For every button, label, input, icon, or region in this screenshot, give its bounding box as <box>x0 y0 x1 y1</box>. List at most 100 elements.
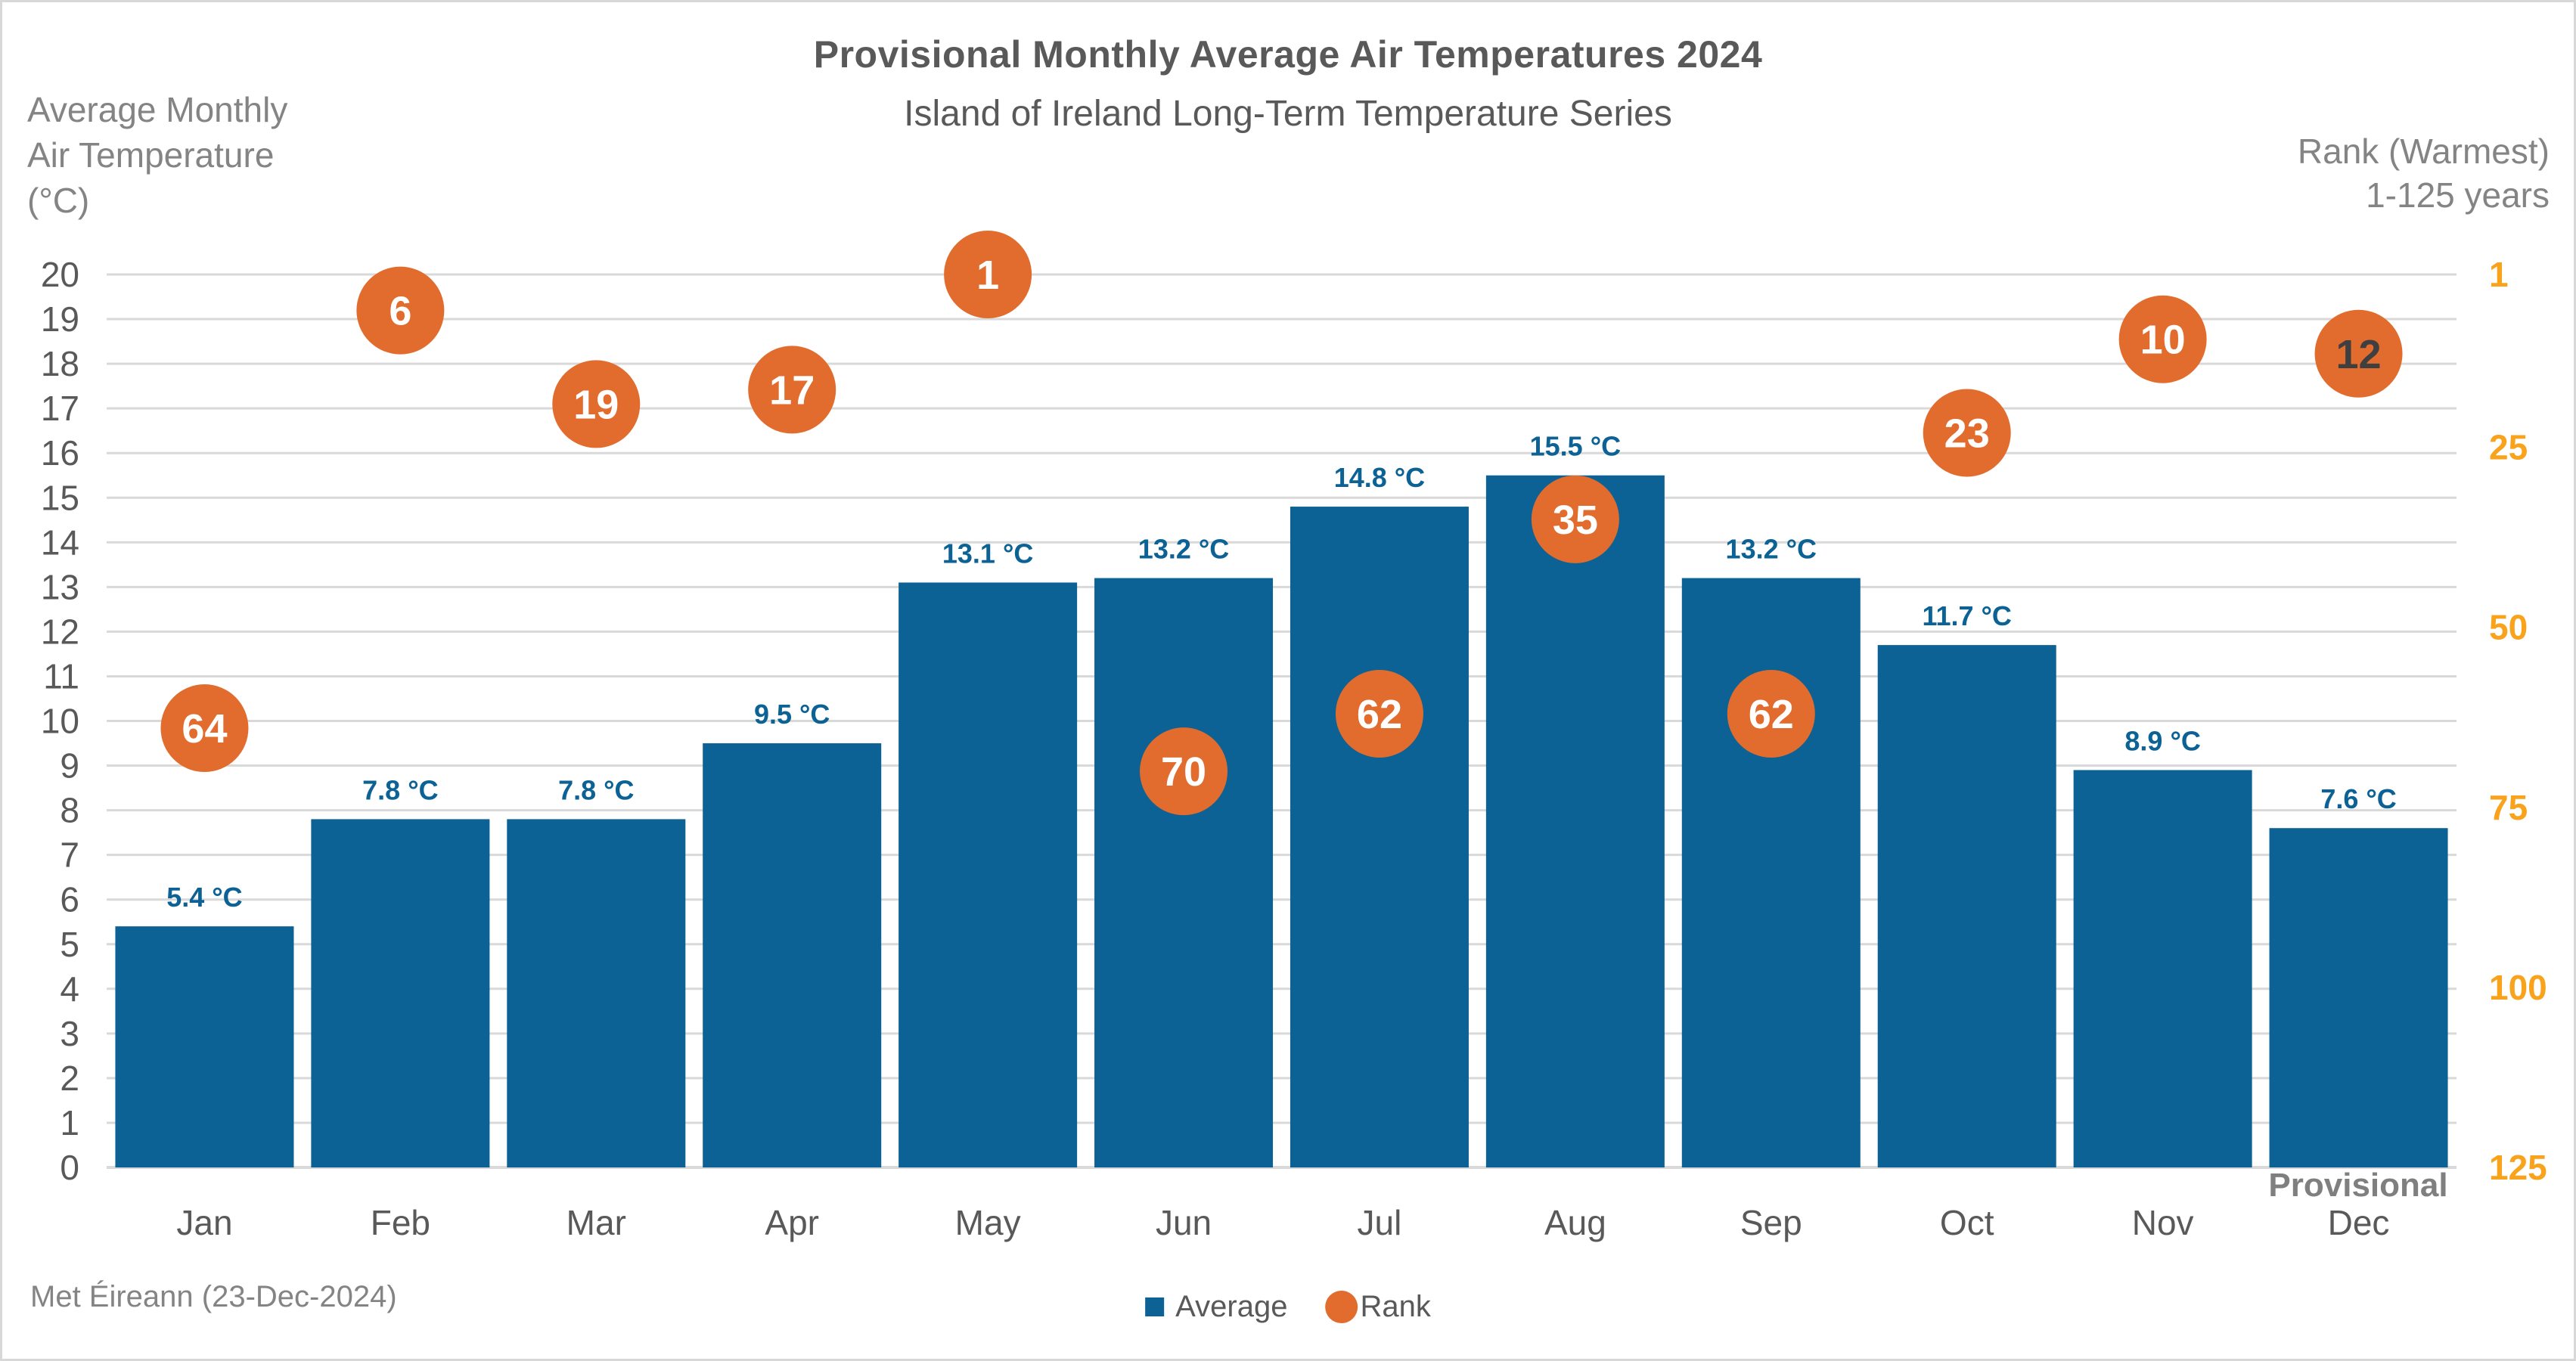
y-right-tick-1: 1 <box>2489 255 2509 294</box>
x-tick-nov: Nov <box>2132 1203 2194 1242</box>
y-left-tick-20: 20 <box>41 255 79 294</box>
y-left-tick-1: 1 <box>60 1103 79 1142</box>
y-left-tick-8: 8 <box>60 791 79 830</box>
right-axis-title-line2: 1-125 years <box>2366 175 2550 215</box>
y-left-tick-9: 9 <box>60 746 79 786</box>
legend-rank-label: Rank <box>1360 1290 1431 1323</box>
legend-average-marker <box>1145 1297 1165 1316</box>
y-left-tick-7: 7 <box>60 836 79 875</box>
y-right-tick-75: 75 <box>2489 788 2528 827</box>
x-tick-jun: Jun <box>1156 1203 1212 1242</box>
y-left-tick-16: 16 <box>41 433 79 473</box>
y-left-tick-18: 18 <box>41 344 79 383</box>
x-tick-dec: Dec <box>2328 1203 2390 1242</box>
value-label-may: 13.1 °C <box>942 538 1033 569</box>
y-left-tick-10: 10 <box>41 702 79 741</box>
rank-marker-sep <box>1727 669 1815 758</box>
right-axis-title-line1: Rank (Warmest) <box>2297 132 2550 171</box>
chart-subtitle: Island of Ireland Long-Term Temperature … <box>904 94 1672 134</box>
rank-marker-jul <box>1335 669 1423 758</box>
rank-value-mar: 19 <box>573 382 619 427</box>
x-tick-may: May <box>955 1203 1021 1242</box>
x-tick-jan: Jan <box>176 1203 232 1242</box>
legend: Average Rank <box>1145 1290 1431 1324</box>
rank-value-nov: 10 <box>2140 318 2186 363</box>
left-axis-title-line3: (°C) <box>27 181 90 220</box>
rank-value-aug: 35 <box>1553 498 1598 543</box>
rank-value-sep: 62 <box>1749 692 1794 737</box>
y-left-tick-11: 11 <box>43 656 79 696</box>
rank-marker-oct <box>1923 389 2011 477</box>
bar-jan <box>115 926 294 1167</box>
rank-marker-may <box>944 231 1032 318</box>
x-tick-mar: Mar <box>566 1203 626 1242</box>
value-label-jul: 14.8 °C <box>1334 462 1425 493</box>
provisional-note: Provisional <box>2268 1167 2448 1204</box>
bar-feb <box>311 819 490 1167</box>
rank-marker-feb <box>356 266 445 355</box>
y-left-tick-17: 17 <box>41 389 79 428</box>
y-left-tick-19: 19 <box>41 299 79 339</box>
y-right-tick-50: 50 <box>2489 608 2528 647</box>
value-label-oct: 11.7 °C <box>1922 600 2011 631</box>
left-axis-title: Average Monthly Air Temperature (°C) <box>27 87 287 223</box>
bar-apr <box>703 743 882 1167</box>
y-left-tick-5: 5 <box>60 925 79 964</box>
rank-value-apr: 17 <box>769 367 815 413</box>
rank-value-jul: 62 <box>1357 692 1402 737</box>
y-left-tick-6: 6 <box>60 880 79 919</box>
y-left-tick-2: 2 <box>60 1059 79 1098</box>
left-axis-title-line2: Air Temperature <box>27 135 275 175</box>
x-tick-aug: Aug <box>1544 1203 1606 1242</box>
rank-value-oct: 23 <box>1944 411 1990 457</box>
rank-value-jan: 64 <box>182 706 227 752</box>
rank-value-dec: 12 <box>2336 332 2382 377</box>
y-left-tick-0: 0 <box>60 1148 79 1187</box>
legend-rank-marker <box>1325 1291 1358 1323</box>
y-left-tick-3: 3 <box>60 1014 79 1053</box>
y-left-tick-13: 13 <box>41 567 79 606</box>
rank-marker-jun <box>1140 727 1228 816</box>
value-label-sep: 13.2 °C <box>1726 534 1817 565</box>
rank-value-jun: 70 <box>1161 749 1206 795</box>
left-axis-title-line1: Average Monthly <box>27 90 288 129</box>
bar-aug <box>1485 475 1665 1167</box>
rank-marker-jan <box>160 684 249 773</box>
y-left-tick-14: 14 <box>41 522 79 562</box>
x-tick-oct: Oct <box>1940 1203 1994 1242</box>
value-label-dec: 7.6 °C <box>2320 783 2396 814</box>
rank-marker-apr <box>748 346 836 434</box>
value-label-aug: 15.5 °C <box>1530 431 1621 462</box>
value-label-apr: 9.5 °C <box>754 699 830 730</box>
rank-marker-nov <box>2118 295 2207 383</box>
bar-oct <box>1877 645 2056 1167</box>
y-right-tick-100: 100 <box>2489 968 2547 1007</box>
chart-title: Provisional Monthly Average Air Temperat… <box>813 33 1763 76</box>
bar-jul <box>1290 507 1469 1167</box>
value-label-mar: 7.8 °C <box>558 774 634 805</box>
x-tick-jul: Jul <box>1358 1203 1402 1242</box>
bar-may <box>898 582 1078 1167</box>
y-left-tick-15: 15 <box>41 478 79 517</box>
y-right-tick-125: 125 <box>2489 1148 2547 1187</box>
x-tick-sep: Sep <box>1740 1203 1802 1242</box>
rank-marker-dec <box>2314 309 2403 398</box>
rank-marker-mar <box>552 360 641 448</box>
value-label-jun: 13.2 °C <box>1138 534 1229 565</box>
bar-nov <box>2073 770 2252 1167</box>
value-label-feb: 7.8 °C <box>362 774 438 805</box>
value-label-nov: 8.9 °C <box>2124 725 2200 756</box>
legend-average-label: Average <box>1175 1290 1288 1323</box>
x-tick-apr: Apr <box>765 1203 819 1242</box>
bar-jun <box>1094 578 1274 1167</box>
y-left-tick-12: 12 <box>41 612 79 651</box>
right-axis-title: Rank (Warmest) 1-125 years <box>2298 129 2550 217</box>
bar-dec <box>2269 828 2448 1167</box>
bar-mar <box>507 819 686 1167</box>
value-label-jan: 5.4 °C <box>166 882 242 913</box>
rank-value-may: 1 <box>976 253 999 298</box>
rank-marker-aug <box>1531 475 1619 563</box>
bar-sep <box>1681 578 1861 1167</box>
y-right-tick-25: 25 <box>2489 428 2528 467</box>
